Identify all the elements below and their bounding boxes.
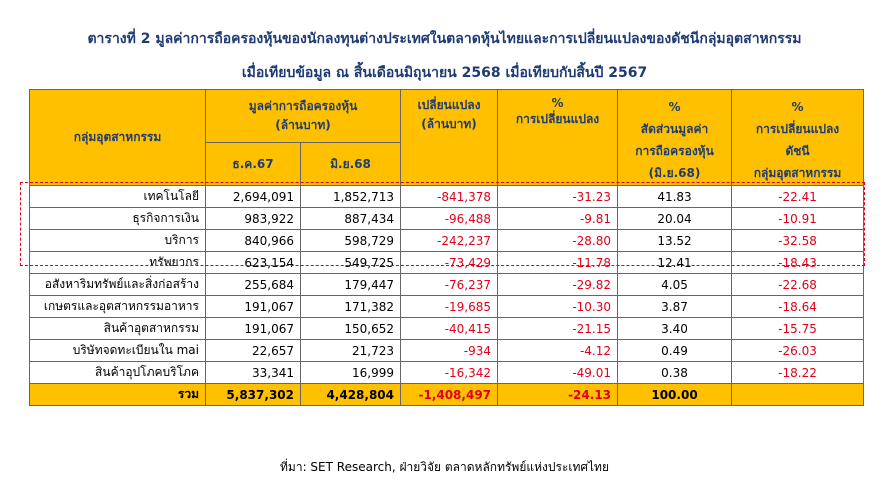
header-share: % สัดส่วนมูลค่า การถือครองหุ้น (มิ.ย.68) [617,89,733,186]
cell-change: -96,488 [400,207,499,230]
table-row: อสังหาริมทรัพย์และสิ่งก่อสร้าง 255,684 179… [29,273,865,296]
cell-share: 3.40 [617,317,733,340]
cell-name: สินค้าอุตสาหกรรม [29,317,206,340]
total-row: รวม 5,837,302 4,428,804 -1,408,497 -24.1… [29,383,865,406]
table-title-line2: เมื่อเทียบข้อมูล ณ สิ้นเดือนมิถุนายน 256… [241,65,648,81]
cell-dec67: 33,341 [205,361,301,384]
cell-dec67: 840,966 [205,229,301,252]
cell-name: ธุรกิจการเงิน [29,207,206,230]
cell-index: -18.22 [731,361,865,384]
cell-share: 4.05 [617,273,733,296]
cell-jun68: 1,852,713 [299,185,402,208]
cell-jun68: 21,723 [299,339,402,362]
cell-dec67: 2,694,091 [205,185,301,208]
cell-jun68: 16,999 [299,361,402,384]
cell-share: 3.87 [617,295,733,318]
total-pct: -24.13 [497,383,619,406]
cell-pct: -4.12 [497,339,619,362]
cell-name: บริษัทจดทะเบียนใน mai [29,339,206,362]
table-row: ธุรกิจการเงิน 983,922 887,434 -96,488 -9.81 2… [29,207,865,230]
cell-pct: -28.80 [497,229,619,252]
cell-index: -15.75 [731,317,865,340]
cell-name: สินค้าอุปโภคบริโภค [29,361,206,384]
cell-index: -18.64 [731,295,865,318]
total-share: 100.00 [617,383,733,406]
cell-index: -32.58 [731,229,865,252]
table-row: สินค้าอุปโภคบริโภค 33,341 16,999 -16,342 -49… [29,361,865,384]
cell-change: -934 [400,339,499,362]
total-index [731,383,865,406]
header-dec67: ธ.ค.67 [205,142,301,186]
total-change: -1,408,497 [400,383,499,406]
cell-index: -22.68 [731,273,865,296]
cell-name: อสังหาริมทรัพย์และสิ่งก่อสร้าง [29,273,206,296]
header-holding: มูลค่าการถือครองหุ้น (ล้านบาท) [204,89,402,143]
source-note: ที่มา: SET Research, ฝ่ายวิจัย ตลาดหลักท… [280,460,609,474]
cell-name: ทรัพยากร [29,251,206,274]
table-row: เทคโนโลยี 2,694,091 1,852,713 -841,378 -31.2… [29,185,865,208]
cell-pct: -29.82 [497,273,619,296]
cell-dec67: 191,067 [205,295,301,318]
cell-share: 13.52 [617,229,733,252]
total-jun68: 4,428,804 [299,383,402,406]
cell-share: 0.49 [617,339,733,362]
header-jun68: มิ.ย.68 [299,142,402,186]
cell-change: -16,342 [400,361,499,384]
cell-jun68: 179,447 [299,273,402,296]
table-row: สินค้าอุตสาหกรรม 191,067 150,652 -40,415 -21… [29,317,865,340]
cell-name: เกษตรและอุตสาหกรรมอาหาร [29,295,206,318]
header-index-change: % การเปลี่ยนแปลง ดัชนี กลุ่มอุตสาหกรรม [731,89,865,186]
cell-index: -22.41 [731,185,865,208]
cell-jun68: 171,382 [299,295,402,318]
cell-index: -26.03 [731,339,865,362]
cell-pct: -31.23 [497,185,619,208]
cell-change: -40,415 [400,317,499,340]
cell-jun68: 598,729 [299,229,402,252]
cell-index: -10.91 [731,207,865,230]
cell-dec67: 623,154 [205,251,301,274]
cell-share: 0.38 [617,361,733,384]
cell-share: 41.83 [617,185,733,208]
table-row: บริษัทจดทะเบียนใน mai 22,657 21,723 -934 -4.… [29,339,865,362]
header-change: เปลี่ยนแปลง (ล้านบาท) [400,89,499,186]
cell-pct: -21.15 [497,317,619,340]
cell-dec67: 191,067 [205,317,301,340]
cell-pct: -9.81 [497,207,619,230]
cell-pct: -49.01 [497,361,619,384]
cell-dec67: 983,922 [205,207,301,230]
cell-dec67: 255,684 [205,273,301,296]
cell-change: -242,237 [400,229,499,252]
cell-jun68: 150,652 [299,317,402,340]
table-row: บริการ 840,966 598,729 -242,237 -28.80 13.52-… [29,229,865,252]
table-row: ทรัพยากร 623,154 549,725 -73,429 -11.78 12.41… [29,251,865,274]
cell-share: 20.04 [617,207,733,230]
cell-pct: -11.78 [497,251,619,274]
cell-change: -19,685 [400,295,499,318]
table-row: เกษตรและอุตสาหกรรมอาหาร 191,067 171,382 -19… [29,295,865,318]
cell-change: -76,237 [400,273,499,296]
cell-index: -18.43 [731,251,865,274]
table-title-line1: ตารางที่ 2 มูลค่าการถือครองหุ้นของนักลงท… [87,31,802,47]
header-group: กลุ่มอุตสาหกรรม [29,89,206,186]
header-pct-change: % การเปลี่ยนแปลง [497,89,619,186]
cell-name: บริการ [29,229,206,252]
cell-change: -841,378 [400,185,499,208]
cell-name: เทคโนโลยี [29,185,206,208]
total-dec67: 5,837,302 [205,383,301,406]
holdings-table: กลุ่มอุตสาหกรรม มูลค่าการถือครองหุ้น (ล้… [29,89,865,406]
cell-share: 12.41 [617,251,733,274]
total-label: รวม [29,383,206,406]
cell-dec67: 22,657 [205,339,301,362]
cell-jun68: 549,725 [299,251,402,274]
cell-pct: -10.30 [497,295,619,318]
cell-change: -73,429 [400,251,499,274]
cell-jun68: 887,434 [299,207,402,230]
